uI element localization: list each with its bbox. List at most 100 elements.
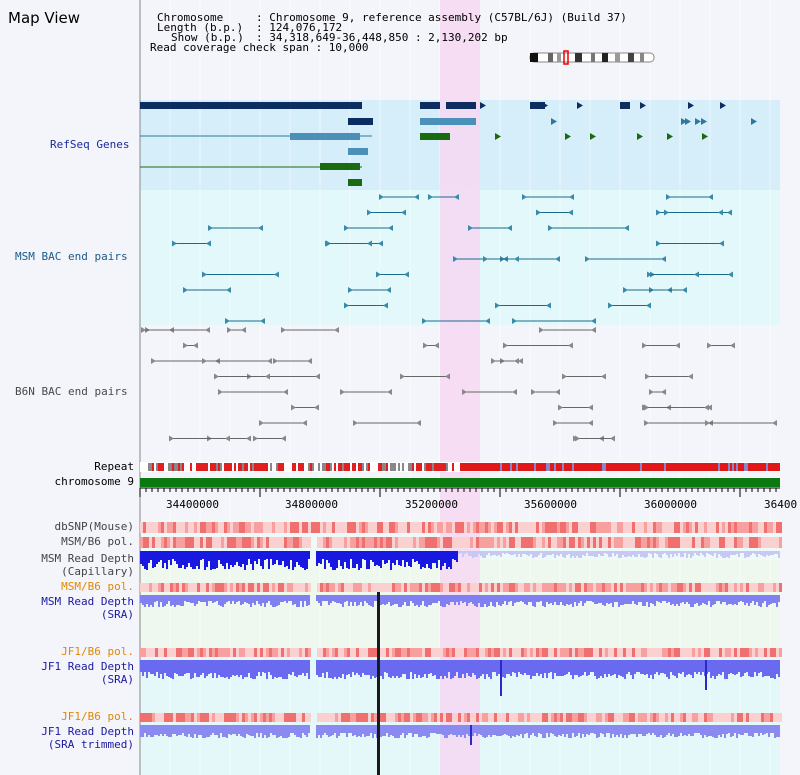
track-label-dbsnp[interactable]: dbSNP(Mouse) — [54, 520, 134, 533]
depth-bar — [144, 595, 146, 607]
polymorphism-segment — [332, 522, 335, 533]
track-label-jf1-b6-pol-1[interactable]: JF1/B6 pol. — [61, 645, 134, 658]
track-label-msm-depth-sra[interactable]: MSM Read Depth — [41, 595, 134, 608]
track-label-msm-depth-capillary[interactable]: MSM Read Depth — [41, 552, 134, 565]
polymorphism-segment — [173, 537, 176, 548]
chromosome-ideogram[interactable] — [529, 50, 655, 65]
polymorphism-segment — [269, 713, 272, 722]
polymorphism-segment — [392, 648, 395, 657]
depth-bar — [508, 725, 510, 736]
depth-bar — [190, 660, 192, 679]
polymorphism-segment — [770, 583, 773, 592]
polymorphism-segment — [473, 648, 476, 657]
repeat-segment — [526, 463, 528, 471]
depth-bar — [778, 660, 780, 677]
depth-bar — [340, 660, 342, 678]
repeat-segment — [554, 463, 556, 471]
polymorphism-segment — [410, 537, 413, 548]
polymorphism-segment — [689, 583, 692, 592]
depth-bar — [150, 551, 152, 560]
bac-pair-end — [367, 209, 372, 216]
repeat-segment — [648, 463, 650, 471]
depth-bar — [334, 660, 336, 677]
bac-pair-end — [730, 342, 735, 349]
depth-bar — [316, 660, 318, 675]
polymorphism-segment — [368, 648, 371, 657]
depth-bar — [342, 551, 344, 569]
repeat-segment — [604, 463, 606, 471]
polymorphism-segment — [761, 522, 764, 533]
polymorphism-segment — [245, 583, 248, 592]
track-label-msm-b6-pol-2[interactable]: MSM/B6 pol. — [61, 580, 134, 593]
polymorphism-segment — [236, 583, 239, 592]
polymorphism-segment — [401, 537, 404, 548]
depth-bar — [222, 551, 224, 566]
track-label-jf1-depth-trimmed[interactable]: JF1 Read Depth — [41, 725, 134, 738]
track-label-jf1-b6-pol-2[interactable]: JF1/B6 pol. — [61, 710, 134, 723]
polymorphism-segment — [251, 583, 254, 592]
polymorphism-segment — [470, 648, 473, 657]
polymorphism-segment — [257, 648, 260, 657]
track-label-msm-b6-pol-1[interactable]: MSM/B6 pol. — [61, 535, 134, 548]
polymorphism-segment — [767, 648, 770, 657]
polymorphism-segment — [257, 537, 260, 548]
polymorphism-segment — [731, 648, 734, 657]
depth-bar — [620, 595, 622, 605]
depth-bar — [448, 660, 450, 672]
depth-bar — [158, 551, 160, 562]
depth-bar — [236, 660, 238, 675]
polymorphism-segment — [371, 522, 374, 533]
polymorphism-segment — [458, 648, 461, 657]
depth-bar — [644, 725, 646, 736]
depth-bar — [614, 725, 616, 737]
polymorphism-segment — [242, 522, 245, 533]
depth-bar — [574, 725, 576, 737]
polymorphism-segment — [401, 713, 404, 722]
track-label-jf1-depth-sra[interactable]: JF1 Read Depth — [41, 660, 134, 673]
depth-bar — [276, 551, 278, 560]
polymorphism-segment — [698, 713, 701, 722]
polymorphism-segment — [581, 522, 584, 533]
track-label-msm-bac[interactable]: MSM BAC end pairs — [15, 250, 128, 263]
depth-bar — [196, 660, 198, 677]
polymorphism-segment — [509, 583, 512, 592]
polymorphism-segment — [500, 537, 503, 548]
polymorphism-segment — [617, 522, 620, 533]
polymorphism-segment — [392, 583, 395, 592]
depth-bar — [540, 551, 542, 553]
repeat-segment — [694, 463, 696, 471]
selected-region-highlight[interactable] — [440, 0, 480, 775]
polymorphism-segment — [728, 522, 731, 533]
track-label-refseq[interactable]: RefSeq Genes — [50, 138, 130, 151]
depth-bar — [358, 660, 360, 675]
polymorphism-segment — [566, 648, 569, 657]
bac-pair-end — [772, 420, 777, 426]
depth-bar — [630, 725, 632, 734]
polymorphism-segment — [530, 648, 533, 657]
depth-bar — [216, 551, 218, 568]
track-label-b6n-bac[interactable]: B6N BAC end pairs — [15, 385, 128, 398]
polymorphism-segment — [404, 648, 407, 657]
depth-bar — [676, 660, 678, 678]
depth-bar — [298, 725, 300, 737]
polymorphism-segment — [476, 648, 479, 657]
polymorphism-segment — [155, 648, 158, 657]
polymorphism-segment — [161, 713, 164, 722]
polymorphism-segment — [200, 583, 203, 592]
polymorphism-segment — [212, 522, 215, 533]
depth-bar — [486, 725, 488, 737]
track-label-repeat[interactable]: Repeat — [94, 460, 134, 473]
polymorphism-segment — [254, 537, 257, 548]
depth-bar — [192, 551, 194, 569]
polymorphism-segment — [524, 537, 527, 548]
polymorphism-segment — [740, 522, 743, 533]
polymorphism-segment — [779, 537, 782, 548]
bac-pair-end — [531, 389, 536, 395]
polymorphism-segment — [344, 537, 347, 548]
polymorphism-segment — [194, 522, 197, 533]
polymorphism-segment — [713, 537, 716, 548]
track-label-chromosome[interactable]: chromosome 9 — [54, 475, 134, 488]
depth-bar — [296, 725, 298, 737]
polymorphism-segment — [281, 522, 284, 533]
depth-bar — [168, 725, 170, 737]
